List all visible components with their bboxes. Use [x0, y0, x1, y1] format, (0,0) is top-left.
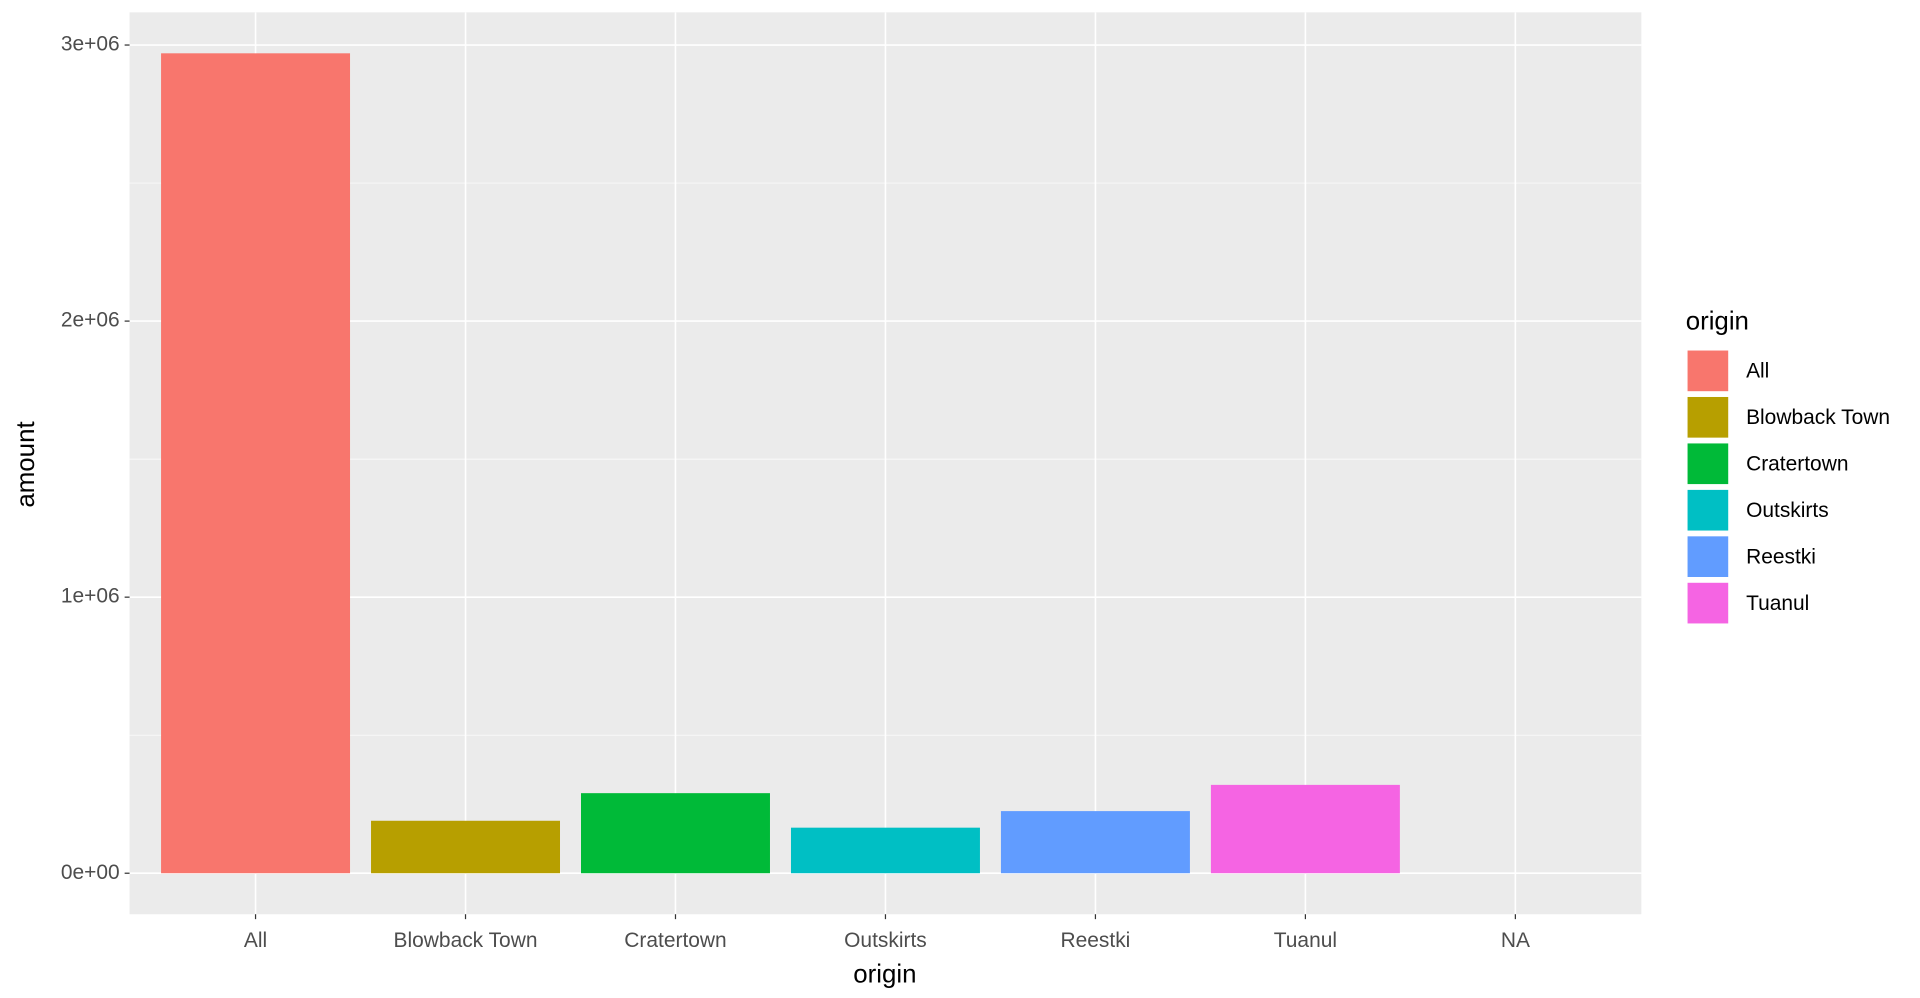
legend-label: Blowback Town	[1746, 406, 1890, 429]
legend-title: origin	[1686, 308, 1749, 336]
x-axis-title: origin	[853, 961, 916, 989]
legend-key	[1686, 395, 1730, 439]
legend-key	[1686, 535, 1730, 579]
y-tick-label: 2e+06	[61, 309, 120, 332]
bar	[1000, 811, 1190, 874]
bar	[581, 793, 770, 874]
x-tick-label: Outskirts	[844, 929, 927, 952]
y-tick-label: 1e+06	[61, 585, 120, 608]
x-tick-label: Reestki	[1061, 929, 1131, 952]
x-tick-label: Cratertown	[624, 929, 726, 952]
legend-key	[1686, 442, 1730, 486]
bar	[371, 820, 561, 874]
legend-key	[1686, 488, 1730, 532]
legend-label: Cratertown	[1746, 453, 1848, 476]
bar	[161, 53, 351, 874]
legend-key	[1686, 581, 1730, 625]
bar	[790, 827, 980, 874]
x-tick-label: NA	[1501, 929, 1530, 952]
y-axis-title: amount	[12, 421, 40, 507]
x-tick-label: Tuanul	[1274, 929, 1337, 952]
legend-label: All	[1746, 360, 1769, 383]
legend-label: Tuanul	[1746, 592, 1809, 615]
x-tick-label: Blowback Town	[394, 929, 538, 952]
bar	[1210, 784, 1400, 874]
y-tick-label: 0e+00	[61, 861, 120, 884]
legend-key	[1686, 349, 1730, 393]
x-tick-label: All	[244, 929, 267, 952]
legend-label: Outskirts	[1746, 499, 1829, 522]
y-tick-label: 3e+06	[61, 33, 120, 56]
legend-label: Reestki	[1746, 545, 1816, 568]
